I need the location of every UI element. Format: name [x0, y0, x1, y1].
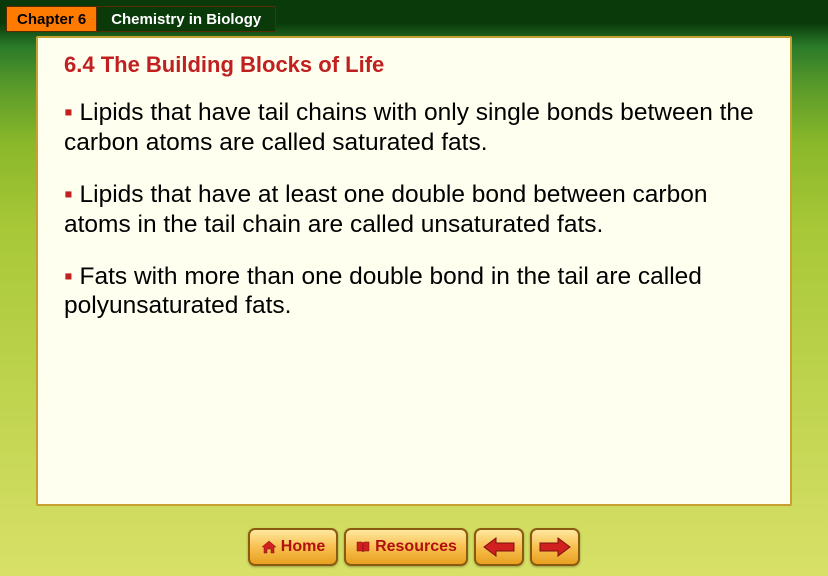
bullet-item: ▪ Fats with more than one double bond in… [64, 262, 768, 322]
resources-button[interactable]: Resources [344, 528, 468, 566]
home-button[interactable]: Home [248, 528, 338, 566]
home-icon [261, 540, 277, 554]
chapter-title: Chemistry in Biology [97, 6, 276, 32]
bullet-marker-icon: ▪ [64, 99, 73, 126]
chapter-label: Chapter 6 [6, 6, 97, 32]
next-button[interactable] [530, 528, 580, 566]
header-bar: Chapter 6 Chemistry in Biology [6, 6, 276, 32]
bullet-item: ▪ Lipids that have tail chains with only… [64, 98, 768, 158]
bullet-marker-icon: ▪ [64, 263, 73, 290]
arrow-left-icon [482, 536, 516, 558]
bullet-marker-icon: ▪ [64, 181, 73, 208]
bullet-text: Lipids that have at least one double bon… [64, 181, 707, 238]
bullet-text: Lipids that have tail chains with only s… [64, 99, 754, 156]
book-icon [355, 540, 371, 554]
home-label: Home [281, 538, 325, 556]
resources-label: Resources [375, 538, 457, 556]
bullet-text: Fats with more than one double bond in t… [64, 263, 702, 320]
bottom-nav: Home Resources [248, 528, 580, 566]
content-panel: 6.4 The Building Blocks of Life ▪ Lipids… [36, 36, 792, 506]
prev-button[interactable] [474, 528, 524, 566]
section-title: 6.4 The Building Blocks of Life [64, 52, 768, 78]
arrow-right-icon [538, 536, 572, 558]
bullet-item: ▪ Lipids that have at least one double b… [64, 180, 768, 240]
